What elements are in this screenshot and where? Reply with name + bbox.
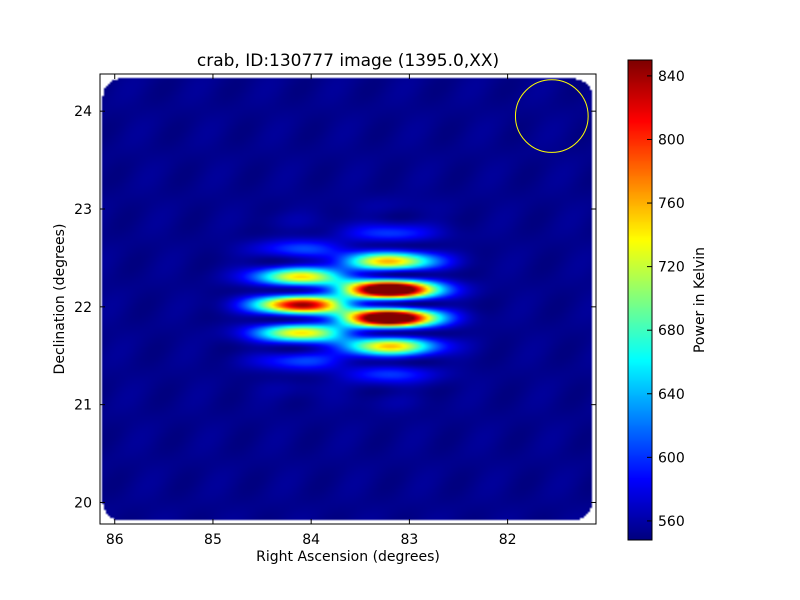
y-axis-label: Declination (degrees) [52, 224, 68, 375]
colorbar-tick-label: 560 [658, 514, 685, 530]
colorbar-ticks: 560 600 640 680 720 760 800 840 [647, 69, 685, 530]
colorbar-tick-label: 800 [658, 132, 685, 148]
x-axis-ticks: 86 85 84 83 82 [106, 74, 517, 548]
colorbar-frame [627, 59, 653, 541]
x-tick-label: 85 [204, 532, 222, 548]
heatmap-image [100, 74, 596, 524]
y-tick-label: 22 [74, 300, 92, 316]
y-tick-label: 23 [74, 202, 92, 218]
y-tick-label: 20 [74, 495, 92, 511]
colorbar-tick-label: 600 [658, 450, 685, 466]
y-tick-label: 24 [74, 104, 92, 120]
chart-title: crab, ID:130777 image (1395.0,XX) [197, 51, 499, 71]
colorbar-tick-label: 720 [658, 260, 685, 276]
x-tick-label: 83 [400, 532, 418, 548]
colorbar: 560 600 640 680 720 760 800 840 Power in Kelvin [627, 59, 708, 541]
beam-circle [514, 79, 589, 153]
colorbar-gradient [628, 60, 652, 540]
colorbar-label: Power in Kelvin [692, 247, 708, 353]
plot-area [99, 73, 597, 525]
x-tick-label: 84 [302, 532, 320, 548]
plot-frame [99, 73, 597, 525]
x-tick-label: 86 [106, 532, 124, 548]
y-tick-label: 21 [74, 398, 92, 414]
x-axis-label: Right Ascension (degrees) [256, 549, 440, 565]
x-tick-label: 82 [499, 532, 517, 548]
y-axis-ticks: 20 21 22 23 24 [74, 104, 596, 511]
colorbar-tick-label: 840 [658, 69, 685, 85]
colorbar-tick-label: 680 [658, 323, 685, 339]
colorbar-tick-label: 640 [658, 387, 685, 403]
colorbar-tick-label: 760 [658, 196, 685, 212]
